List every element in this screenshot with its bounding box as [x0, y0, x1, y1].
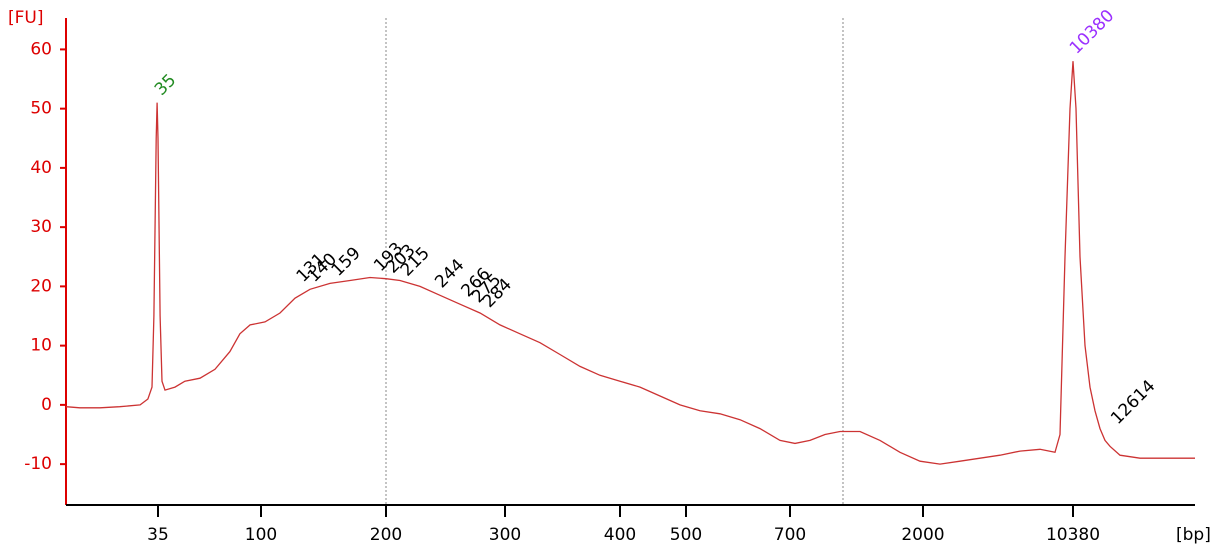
x-tick-label: 10380 — [1046, 525, 1100, 545]
y-axis-label: [FU] — [8, 8, 44, 28]
x-tick-label: 2000 — [901, 525, 944, 545]
x-tick-label: 35 — [147, 525, 169, 545]
y-tick-label: 40 — [30, 158, 52, 178]
peak-label: 159 — [328, 243, 365, 280]
y-tick-label: 50 — [30, 99, 52, 119]
x-tick-label: 400 — [604, 525, 636, 545]
x-tick-label: 700 — [774, 525, 806, 545]
y-tick-label: 60 — [30, 39, 52, 59]
x-axis-label: [bp] — [1176, 525, 1211, 545]
x-tick-label: 500 — [670, 525, 702, 545]
peak-label: 10380 — [1066, 6, 1118, 58]
y-tick-label: 0 — [41, 395, 52, 415]
y-tick-label: 30 — [30, 217, 52, 237]
x-tick-label: 300 — [489, 525, 521, 545]
y-tick-label: 20 — [30, 276, 52, 296]
x-tick-label: 200 — [370, 525, 402, 545]
trace — [65, 61, 1195, 465]
peak-label: 35 — [151, 70, 180, 99]
y-tick-label: -10 — [24, 454, 52, 474]
peak-label: 12614 — [1107, 376, 1159, 428]
y-tick-label: 10 — [30, 336, 52, 356]
x-tick-label: 100 — [245, 525, 277, 545]
